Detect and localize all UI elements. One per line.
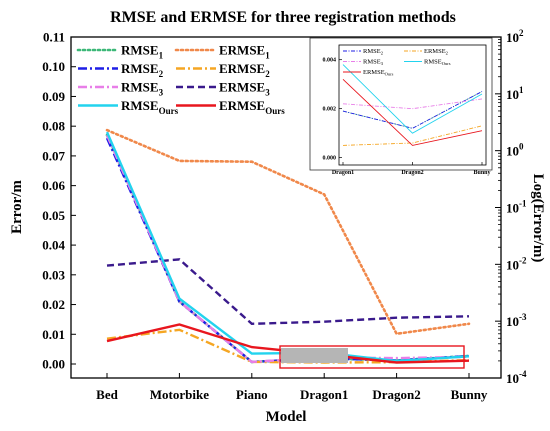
inset-x-tick-label: Dragon2: [401, 170, 423, 176]
inset-legend-label: RMSE3: [363, 59, 384, 66]
y-tick-label: 0.01: [42, 327, 65, 342]
inset-series-line-rmse-3: [342, 98, 483, 110]
y2-tick-label: 10-2: [506, 255, 527, 272]
x-tick-label: Piano: [236, 387, 268, 402]
inset-legend-label: ERMSEOurs: [363, 69, 394, 77]
inset-x-tick-label: Dragon1: [332, 170, 354, 176]
inset-chart: 0.000 0.002 0.004 Dragon1 Dragon2 Bunny RMSE2 E…: [309, 37, 493, 176]
x-tick-label: Bed: [96, 387, 118, 402]
left-axis-ticks: 0.00 0.01 0.02 0.03 0.04 0.05 0.06 0.07 0.08 0.09…: [42, 30, 76, 372]
y2-tick-label: 10-1: [506, 199, 527, 216]
legend-label: RMSE3: [121, 80, 164, 98]
zoom-region-box: [279, 345, 465, 369]
legend-label: RMSEOurs: [121, 98, 179, 116]
y-axis-label: Error/m: [9, 180, 25, 234]
inset-y-tick-label: 0.004: [323, 58, 337, 64]
y2-tick-label: 10-4: [506, 369, 527, 386]
x-tick-label: Dragon2: [372, 387, 420, 402]
inset-y-tick-label: 0.002: [323, 107, 337, 113]
y-tick-label: 0.03: [42, 267, 65, 282]
x-axis-ticks: Bed Motorbike Piano Dragon1 Dragon2 Bunny: [96, 373, 488, 402]
legend: RMSE1 ERMSE1 RMSE2 ERMSE2 RMSE3 ERMSE3 RMSEOur…: [76, 43, 285, 116]
inset-series-line-ermse-ours: [342, 78, 483, 146]
y2-tick-label: 102: [506, 28, 524, 45]
legend-label: ERMSEOurs: [219, 98, 285, 116]
inset-legend-label: ERMSE2: [424, 48, 448, 56]
y-tick-label: 0.06: [42, 178, 65, 193]
series-line-ermse-1: [105, 128, 471, 336]
y2-tick-label: 101: [506, 85, 524, 102]
zoom-region-fill: [281, 348, 348, 363]
legend-label: RMSE1: [121, 43, 164, 61]
y-tick-label: 0.08: [42, 119, 65, 134]
y-tick-label: 0.04: [42, 238, 65, 253]
x-tick-label: Motorbike: [150, 387, 209, 402]
y-tick-label: 0.05: [42, 208, 65, 223]
inset-y-tick-label: 0.000: [323, 156, 337, 162]
x-axis-label: Model: [266, 409, 307, 425]
series-line-ermse-3: [106, 258, 470, 326]
y2-axis-label: Log(Error/m): [530, 174, 546, 263]
legend-label: ERMSE3: [219, 80, 270, 98]
y-tick-label: 0.10: [42, 59, 65, 74]
inset-x-tick-label: Bunny: [473, 170, 490, 176]
y2-tick-label: 10-3: [506, 312, 527, 329]
legend-label: ERMSE2: [219, 61, 270, 79]
right-axis-ticks: 10-4 10-3 10-2 10-1 100 101 102: [495, 28, 527, 386]
inset-series-line-ermse-2: [342, 125, 483, 146]
y-tick-label: 0.11: [43, 30, 65, 45]
legend-label: RMSE2: [121, 61, 164, 79]
y-tick-label: 0.02: [42, 297, 65, 312]
x-tick-label: Dragon1: [300, 387, 348, 402]
y-tick-label: 0.00: [42, 357, 65, 372]
inset-legend-label: RMSEOurs: [424, 59, 451, 66]
chart-title: RMSE and ERMSE for three registration me…: [110, 9, 456, 26]
x-tick-label: Bunny: [451, 387, 488, 402]
inset-legend-label: RMSE2: [363, 48, 383, 56]
y2-tick-label: 100: [506, 142, 524, 159]
inset-series-line-rmse-ours: [342, 64, 483, 134]
y-tick-label: 0.07: [42, 148, 65, 163]
legend-label: ERMSE1: [219, 43, 270, 61]
y-tick-label: 0.09: [42, 89, 65, 104]
